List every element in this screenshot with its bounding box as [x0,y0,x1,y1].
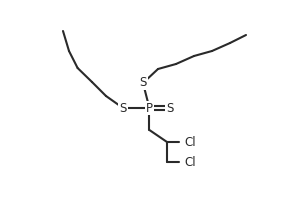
Text: S: S [119,102,127,114]
Text: S: S [139,76,147,90]
Text: P: P [146,102,153,114]
Text: Cl: Cl [184,136,196,148]
Text: S: S [166,102,174,114]
Text: Cl: Cl [184,156,196,168]
